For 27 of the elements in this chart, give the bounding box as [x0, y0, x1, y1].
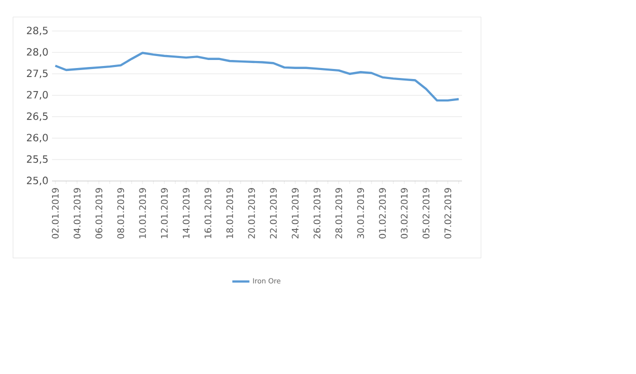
x-tick-label: 18.01.2019 [226, 188, 234, 238]
x-tick-label: 02.01.2019 [52, 188, 59, 238]
x-tick-label: 07.02.2019 [444, 188, 452, 238]
x-tick-label: 10.01.2019 [139, 188, 146, 238]
y-tick-label: 28,5 [26, 26, 48, 36]
x-tick-label: 01.02.2019 [379, 188, 386, 238]
y-tick-label: 27,5 [26, 70, 48, 78]
x-tick-label: 04.01.2019 [74, 188, 80, 238]
x-tick-label: 20.01.2019 [248, 188, 255, 238]
y-tick-label: 27,0 [26, 90, 48, 100]
x-tick-label: 06.01.2019 [95, 188, 102, 238]
x-tick-label: 12.01.2019 [160, 188, 168, 238]
x-tick-label: 08.01.2019 [117, 188, 124, 238]
x-tick-label: 14.01.2019 [182, 188, 190, 238]
y-tick-label: 28,0 [26, 48, 48, 57]
y-tick-label: 26,5 [26, 112, 48, 121]
x-tick-label: 16.01.2019 [204, 188, 212, 238]
y-tick-label: 25,0 [26, 176, 48, 186]
x-tick-label: 30.01.2019 [357, 188, 364, 238]
y-tick-label: 26,0 [26, 134, 48, 142]
x-tick-label: 03.02.2019 [400, 188, 408, 238]
x-tick-label: 24.01.2019 [292, 188, 299, 238]
x-tick-label: 05.02.2019 [422, 188, 430, 238]
x-tick-label: 22.01.2019 [270, 188, 277, 238]
y-tick-label: 25,5 [26, 155, 48, 164]
x-tick-label: 26.01.2019 [314, 188, 320, 238]
x-tick-label: 28.01.2019 [335, 188, 342, 238]
